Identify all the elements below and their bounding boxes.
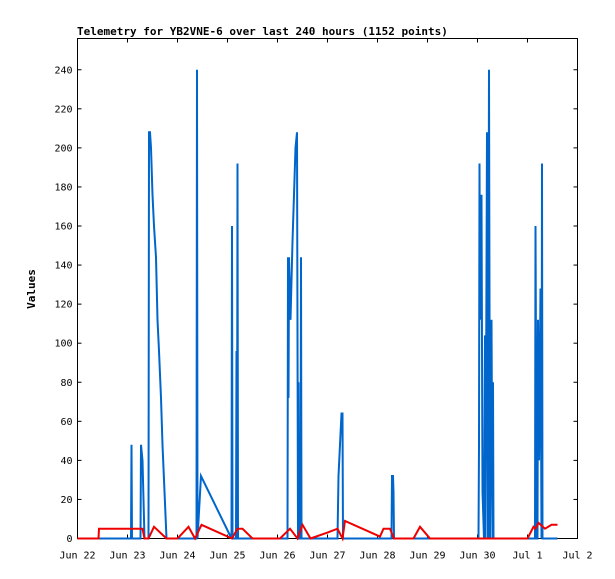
y-tick-label: 220 [54,104,72,115]
x-tick-label: Jun 27 [309,551,345,562]
y-tick-label: 240 [54,65,72,76]
x-tick-label: Jun 29 [409,551,445,562]
chart-title: Telemetry for YB2VNE-6 over last 240 hou… [77,25,448,38]
x-tick-label: Jul 2 [562,551,592,562]
plot-area [77,38,578,539]
y-tick-label: 200 [54,143,72,154]
y-tick-label: 20 [60,495,72,506]
y-axis-label: Values [25,269,38,309]
x-tick-label: Jun 22 [59,551,95,562]
y-tick-label: 100 [54,339,72,350]
y-tick-label: 160 [54,222,72,233]
y-tick-label: 0 [66,534,72,545]
series-layer [77,69,558,542]
x-tick-label: Jun 23 [109,551,145,562]
series-line-1 [77,69,558,540]
y-tick-label: 60 [60,417,72,428]
x-tick-label: Jun 26 [259,551,295,562]
x-tick-label: Jul 1 [512,551,542,562]
x-axis: Jun 22 Jun 23 Jun 24 Jun 25 Jun 26 Jun 27 Jun … [59,38,593,562]
x-tick-label: Jun 24 [159,551,195,562]
series-line-2 [77,519,558,542]
y-tick-label: 120 [54,300,72,311]
y-axis: 0 20 40 60 80 100 120 140 160 180 200 220 240 [54,65,578,545]
y-tick-label: 140 [54,261,72,272]
y-tick-label: 180 [54,182,72,193]
y-tick-label: 80 [60,378,72,389]
x-tick-label: Jun 25 [209,551,245,562]
x-tick-label: Jun 28 [359,551,395,562]
x-tick-label: Jun 30 [459,551,495,562]
y-tick-label: 40 [60,456,72,467]
